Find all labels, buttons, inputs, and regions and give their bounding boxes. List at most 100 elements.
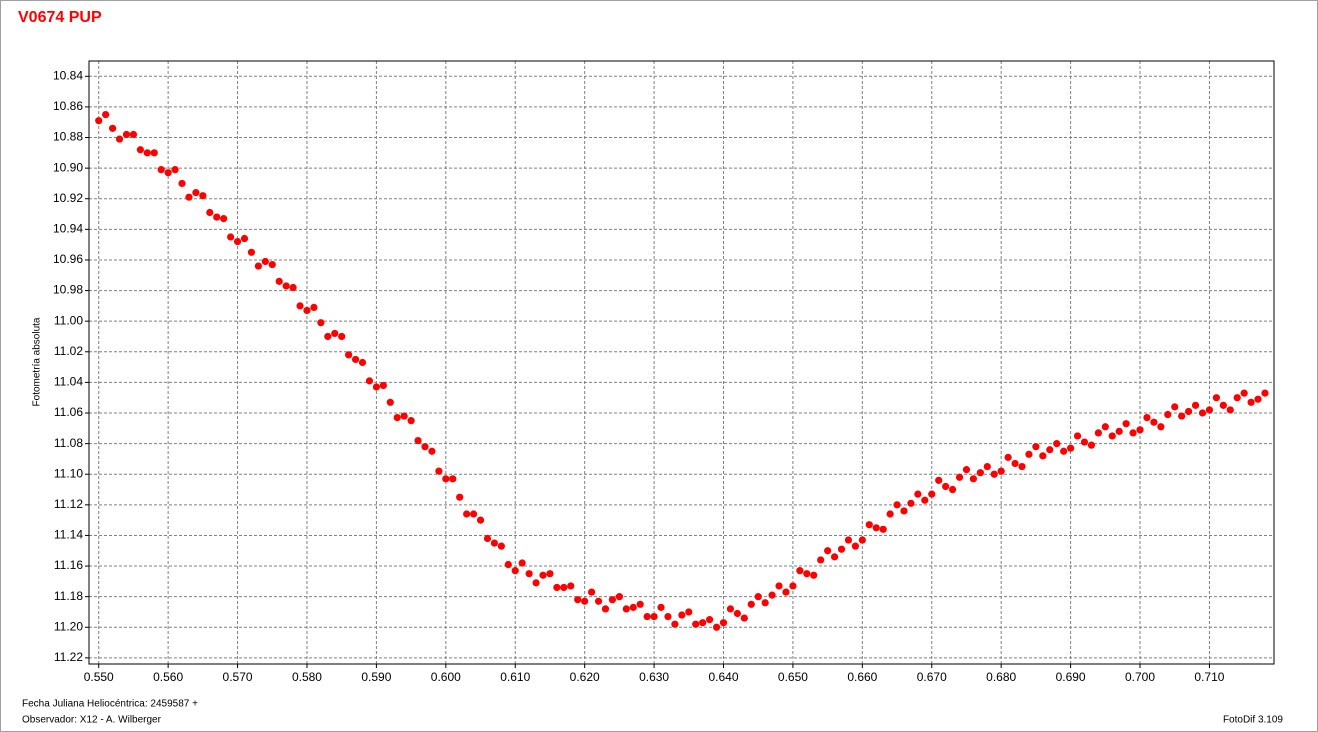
data-point xyxy=(1025,450,1033,458)
data-point xyxy=(914,490,922,498)
data-point xyxy=(976,469,984,477)
data-point xyxy=(185,193,193,201)
data-point xyxy=(324,332,332,341)
data-point xyxy=(1080,438,1089,446)
data-point xyxy=(268,260,276,269)
data-point xyxy=(567,582,575,590)
x-tick-label: 0.580 xyxy=(292,670,322,684)
y-tick-label: 10.90 xyxy=(53,160,83,174)
data-point xyxy=(1108,432,1116,440)
data-point xyxy=(969,475,978,483)
data-point xyxy=(664,612,672,621)
data-point xyxy=(629,603,637,611)
data-point xyxy=(310,303,318,312)
data-point xyxy=(546,570,554,578)
data-point xyxy=(601,605,610,613)
y-tick-label: 10.98 xyxy=(53,283,83,297)
data-point xyxy=(1073,432,1082,440)
data-point xyxy=(1129,429,1137,437)
data-point xyxy=(289,283,297,292)
data-point xyxy=(782,588,790,596)
data-point xyxy=(893,501,901,509)
data-point xyxy=(594,597,603,605)
data-point xyxy=(449,475,457,483)
data-point xyxy=(164,169,172,177)
y-tick-label: 11.14 xyxy=(54,528,83,542)
data-point xyxy=(775,582,783,590)
y-tick-label: 11.06 xyxy=(54,405,83,419)
data-point xyxy=(150,149,158,157)
x-tick-label: 0.700 xyxy=(1125,670,1155,684)
y-tick-label: 11.16 xyxy=(54,558,83,572)
data-point xyxy=(317,319,325,327)
x-tick-label: 0.650 xyxy=(778,670,808,684)
data-point xyxy=(1247,398,1255,406)
data-point xyxy=(213,213,221,221)
x-tick-label: 0.640 xyxy=(708,670,738,684)
observer: Observador: X12 - A. Wilberger xyxy=(22,715,162,726)
data-point xyxy=(817,556,825,564)
data-point xyxy=(407,417,415,425)
data-point xyxy=(157,166,165,174)
plot-area xyxy=(89,61,1274,664)
data-point xyxy=(1157,423,1165,431)
data-point xyxy=(1261,389,1269,397)
data-point xyxy=(928,490,936,498)
data-point xyxy=(178,179,186,188)
data-point xyxy=(428,447,436,455)
data-point xyxy=(907,499,915,507)
data-point xyxy=(1226,406,1234,414)
data-point xyxy=(171,166,179,174)
data-point xyxy=(372,383,380,391)
x-tick-label: 0.630 xyxy=(639,670,669,684)
x-tick-label: 0.710 xyxy=(1194,670,1224,684)
data-point xyxy=(1178,412,1186,420)
data-point xyxy=(581,597,589,605)
software: FotoDif 3.109 xyxy=(1223,715,1283,726)
data-point xyxy=(858,536,866,544)
data-point xyxy=(754,593,762,601)
data-point xyxy=(511,567,519,575)
data-point xyxy=(463,510,471,518)
data-point xyxy=(435,467,443,475)
y-tick-label: 10.92 xyxy=(53,191,83,205)
x-tick-label: 0.680 xyxy=(986,670,1016,684)
data-point xyxy=(997,467,1005,475)
data-point xyxy=(469,510,478,518)
data-point xyxy=(1046,446,1054,454)
data-point xyxy=(1185,407,1193,416)
data-point xyxy=(608,596,617,604)
data-point xyxy=(699,619,707,627)
data-point xyxy=(900,507,908,515)
data-point xyxy=(358,358,367,367)
data-point xyxy=(233,237,242,246)
data-point xyxy=(824,547,832,555)
data-point xyxy=(525,570,533,578)
data-point xyxy=(942,482,950,491)
data-point xyxy=(1233,394,1241,402)
data-point xyxy=(650,612,658,621)
data-point xyxy=(1150,418,1158,426)
y-axis-label: Fotometría absoluta xyxy=(32,317,43,406)
x-tick-label: 0.660 xyxy=(847,670,877,684)
data-point xyxy=(622,605,630,613)
data-point xyxy=(1136,426,1144,434)
data-point xyxy=(789,582,797,590)
data-point xyxy=(115,135,124,143)
data-point xyxy=(553,583,561,592)
data-point xyxy=(338,332,346,341)
data-point xyxy=(921,496,929,504)
data-point xyxy=(102,110,110,119)
data-point xyxy=(1087,441,1096,449)
data-point xyxy=(1032,443,1040,451)
data-point xyxy=(636,600,644,608)
data-point xyxy=(476,516,485,524)
data-point xyxy=(1143,413,1151,422)
y-tick-label: 10.84 xyxy=(53,68,83,82)
x-tick-label: 0.620 xyxy=(570,670,600,684)
data-point xyxy=(483,534,492,543)
data-point xyxy=(678,611,686,619)
data-point xyxy=(539,571,547,579)
